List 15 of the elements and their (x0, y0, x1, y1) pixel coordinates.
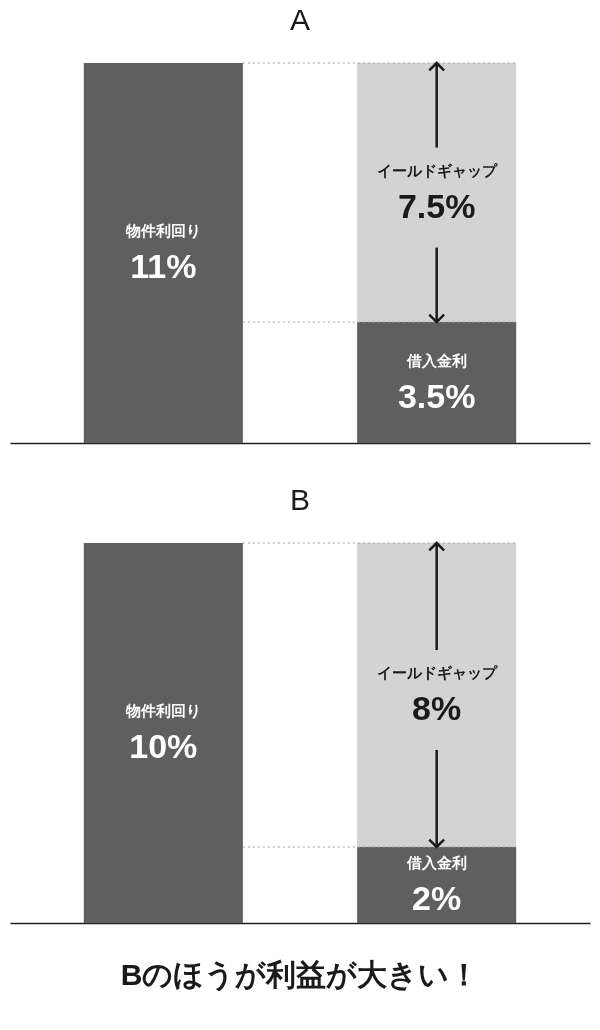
chart-title: B (289, 483, 311, 516)
data-label: 2% (412, 879, 462, 917)
series-label: イールドギャップ (376, 664, 498, 681)
data-label: 3.5% (397, 376, 476, 415)
series-label: 借入金利 (405, 854, 467, 871)
data-label: 7.5% (397, 186, 476, 225)
data-label: 8% (412, 689, 462, 727)
series-label: 物件利回り (124, 702, 201, 719)
data-label: 10% (129, 727, 198, 765)
series-label: 借入金利 (405, 351, 467, 369)
series-label: イールドギャップ (376, 161, 498, 179)
series-label: 物件利回り (124, 222, 201, 239)
chart-title: A (289, 3, 311, 36)
text: Bのほうが利益が大きい！ (120, 958, 480, 992)
data-label: 11% (130, 247, 197, 285)
